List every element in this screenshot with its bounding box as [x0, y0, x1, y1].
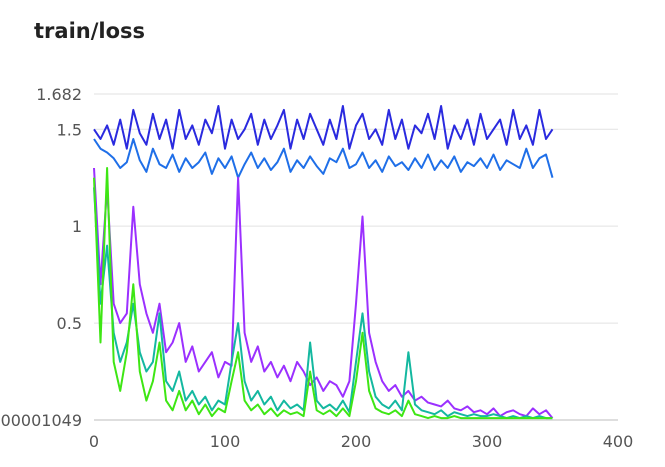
y-tick-label: 0.5 — [57, 314, 82, 333]
x-tick-label: 0 — [89, 432, 99, 451]
y-tick-label: 1.5 — [57, 120, 82, 139]
y-tick-label: 1 — [72, 217, 82, 236]
series-line-3 — [93, 167, 554, 419]
axes: 0.00001049 0.5 1 1.5 1.682 0 100 200 300 400 — [0, 85, 633, 451]
x-tick-label: 100 — [210, 432, 241, 451]
series-line-5 — [93, 167, 553, 420]
series-line-4 — [93, 187, 553, 420]
series-line-1 — [93, 105, 554, 150]
x-tick-label: 300 — [472, 432, 503, 451]
gridlines — [94, 93, 618, 421]
series-lines — [93, 105, 554, 420]
x-tick-label: 400 — [603, 432, 634, 451]
y-tick-label: 1.682 — [36, 85, 82, 104]
x-tick-label: 200 — [341, 432, 372, 451]
chart-title: train/loss — [34, 19, 146, 43]
y-tick-label: 0.00001049 — [0, 411, 82, 430]
series-line-2 — [93, 138, 554, 179]
